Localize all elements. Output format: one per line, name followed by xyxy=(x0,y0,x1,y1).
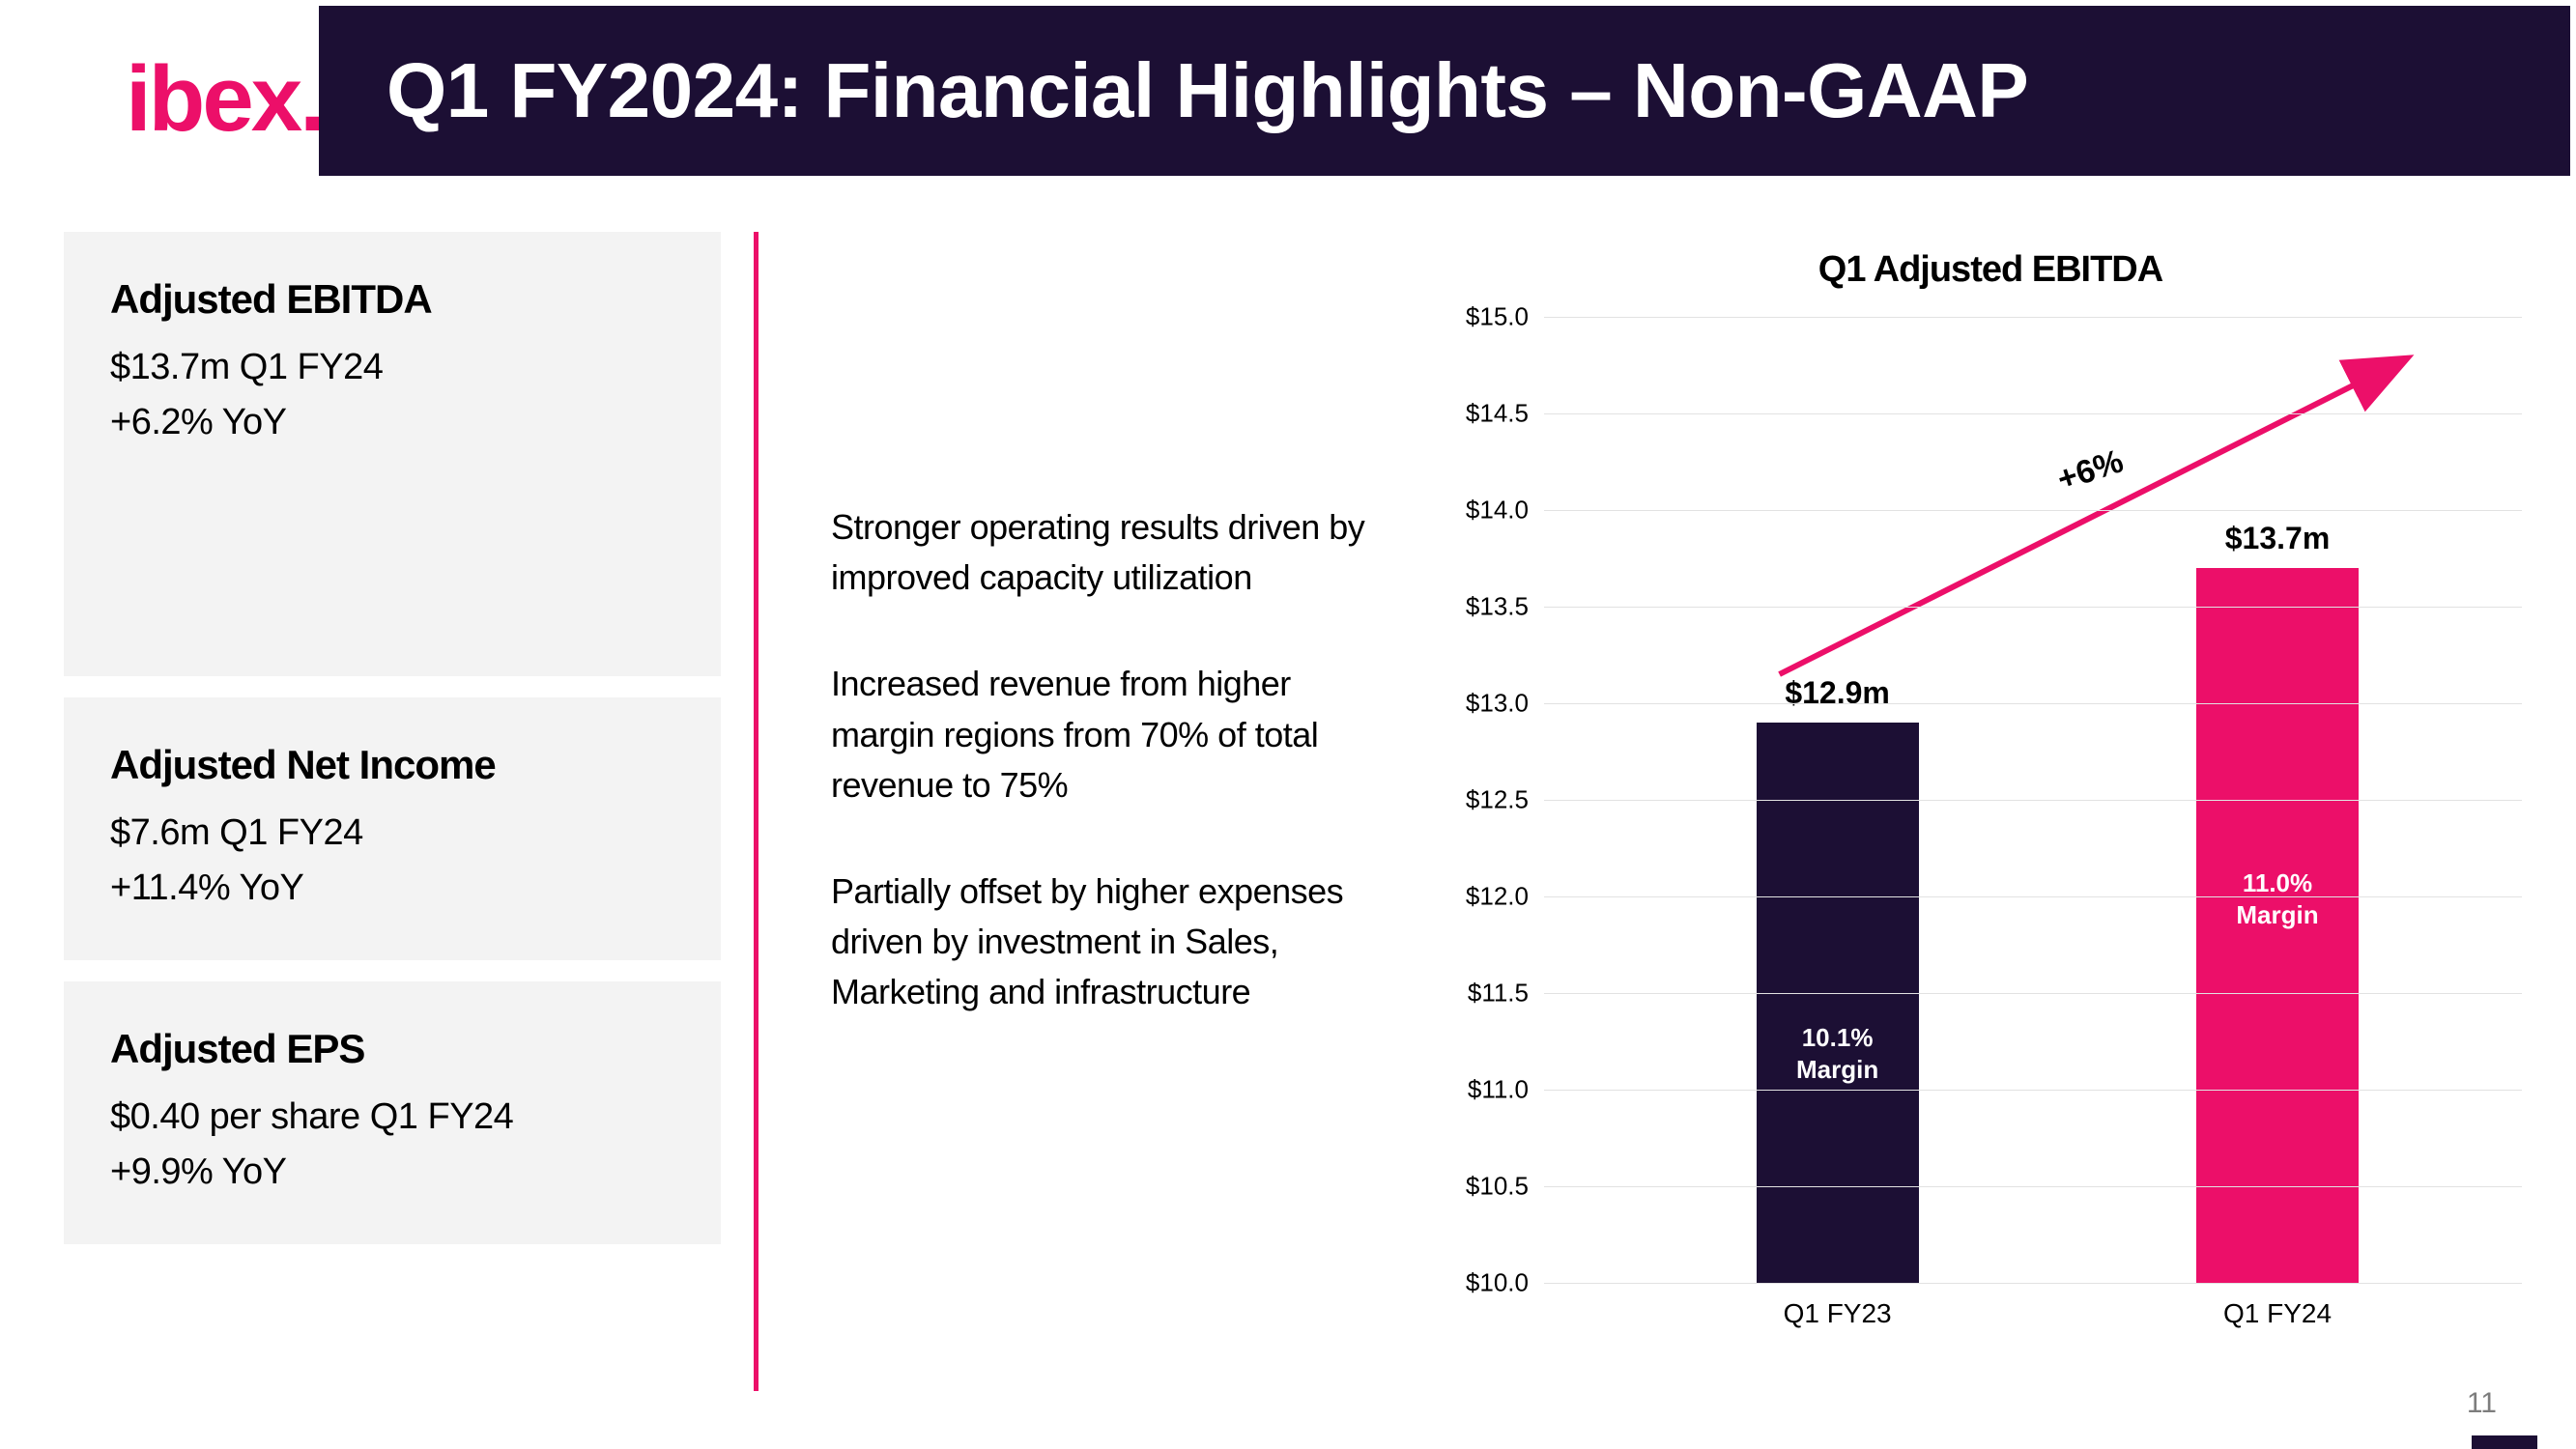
metric-title: Adjusted EBITDA xyxy=(110,276,682,323)
chart-ytick: $12.0 xyxy=(1442,882,1529,912)
metric-title: Adjusted Net Income xyxy=(110,742,682,788)
page-number: 11 xyxy=(2467,1387,2497,1420)
chart-bar-margin: 11.0%Margin xyxy=(2236,867,2318,930)
chart-gridline xyxy=(1544,1186,2522,1187)
chart-ytick: $14.5 xyxy=(1442,399,1529,429)
metric-card: Adjusted Net Income $7.6m Q1 FY24+11.4% Y… xyxy=(64,697,721,960)
chart-bar-margin: 10.1%Margin xyxy=(1796,1022,1878,1085)
chart-gridline xyxy=(1544,607,2522,608)
chart-gridline xyxy=(1544,1090,2522,1091)
commentary-item: Partially offset by higher expenses driv… xyxy=(831,867,1391,1018)
chart-bar-value: $12.9m xyxy=(1785,675,1890,711)
ebitda-chart: Q1 Adjusted EBITDA $12.9m10.1%MarginQ1 F… xyxy=(1459,249,2522,1331)
metric-card: Adjusted EPS $0.40 per share Q1 FY24+9.9%… xyxy=(64,981,721,1244)
chart-ytick: $11.0 xyxy=(1442,1075,1529,1105)
metric-yoy: +9.9% YoY xyxy=(110,1145,682,1200)
chart-bar: $12.9m10.1%MarginQ1 FY23 xyxy=(1757,723,1919,1283)
chart-gridline xyxy=(1544,993,2522,994)
commentary-column: Stronger operating results driven by imp… xyxy=(831,502,1391,1074)
metric-value: $0.40 per share Q1 FY24 xyxy=(110,1090,682,1145)
chart-gridline xyxy=(1544,896,2522,897)
chart-ytick: $13.5 xyxy=(1442,592,1529,622)
chart-bar: $13.7m11.0%MarginQ1 FY24 xyxy=(2196,568,2359,1283)
chart-gridline xyxy=(1544,413,2522,414)
metric-card: Adjusted EBITDA $13.7m Q1 FY24+6.2% YoY xyxy=(64,232,721,676)
chart-gridline xyxy=(1544,317,2522,318)
chart-ytick: $12.5 xyxy=(1442,785,1529,815)
metric-value: $13.7m Q1 FY24 xyxy=(110,340,682,395)
footer-mark xyxy=(2472,1435,2537,1449)
metrics-column: Adjusted EBITDA$13.7m Q1 FY24+6.2% YoYAd… xyxy=(64,232,721,1265)
chart-gridline xyxy=(1544,1283,2522,1284)
metric-yoy: +6.2% YoY xyxy=(110,395,682,450)
commentary-item: Increased revenue from higher margin reg… xyxy=(831,659,1391,810)
title-bar: Q1 FY2024: Financial Highlights – Non-GA… xyxy=(319,6,2570,176)
chart-gridline xyxy=(1544,800,2522,801)
metric-title: Adjusted EPS xyxy=(110,1026,682,1072)
metric-yoy: +11.4% YoY xyxy=(110,861,682,916)
chart-bar-value: $13.7m xyxy=(2225,521,2331,556)
chart-gridline xyxy=(1544,510,2522,511)
chart-ytick: $10.5 xyxy=(1442,1172,1529,1202)
chart-xlabel: Q1 FY23 xyxy=(1784,1298,1892,1329)
chart-ytick: $10.0 xyxy=(1442,1268,1529,1298)
chart-gridline xyxy=(1544,703,2522,704)
chart-title: Q1 Adjusted EBITDA xyxy=(1459,249,2522,291)
vertical-divider xyxy=(754,232,758,1391)
page-title: Q1 FY2024: Financial Highlights – Non-GA… xyxy=(386,46,2028,135)
chart-ytick: $14.0 xyxy=(1442,496,1529,526)
chart-plot: $12.9m10.1%MarginQ1 FY23$13.7m11.0%Margi… xyxy=(1459,317,2522,1283)
chart-xlabel: Q1 FY24 xyxy=(2223,1298,2332,1329)
chart-ytick: $13.0 xyxy=(1442,689,1529,719)
metric-value: $7.6m Q1 FY24 xyxy=(110,806,682,861)
chart-ytick: $11.5 xyxy=(1442,979,1529,1009)
chart-growth-label: +6% xyxy=(2053,442,2129,498)
commentary-item: Stronger operating results driven by imp… xyxy=(831,502,1391,603)
chart-ytick: $15.0 xyxy=(1442,302,1529,332)
logo: ibex. xyxy=(126,46,323,153)
